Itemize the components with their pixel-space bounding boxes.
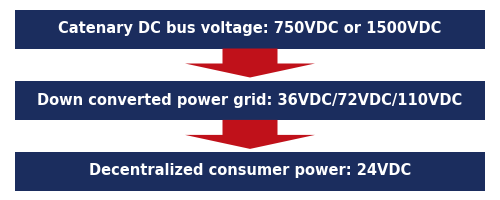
- Polygon shape: [185, 120, 315, 149]
- FancyBboxPatch shape: [15, 152, 485, 190]
- Text: Decentralized consumer power: 24VDC: Decentralized consumer power: 24VDC: [89, 164, 411, 179]
- FancyBboxPatch shape: [15, 81, 485, 119]
- Text: Down converted power grid: 36VDC/72VDC/110VDC: Down converted power grid: 36VDC/72VDC/1…: [38, 92, 463, 108]
- Polygon shape: [185, 48, 315, 77]
- FancyBboxPatch shape: [15, 10, 485, 48]
- Text: Catenary DC bus voltage: 750VDC or 1500VDC: Catenary DC bus voltage: 750VDC or 1500V…: [58, 21, 442, 36]
